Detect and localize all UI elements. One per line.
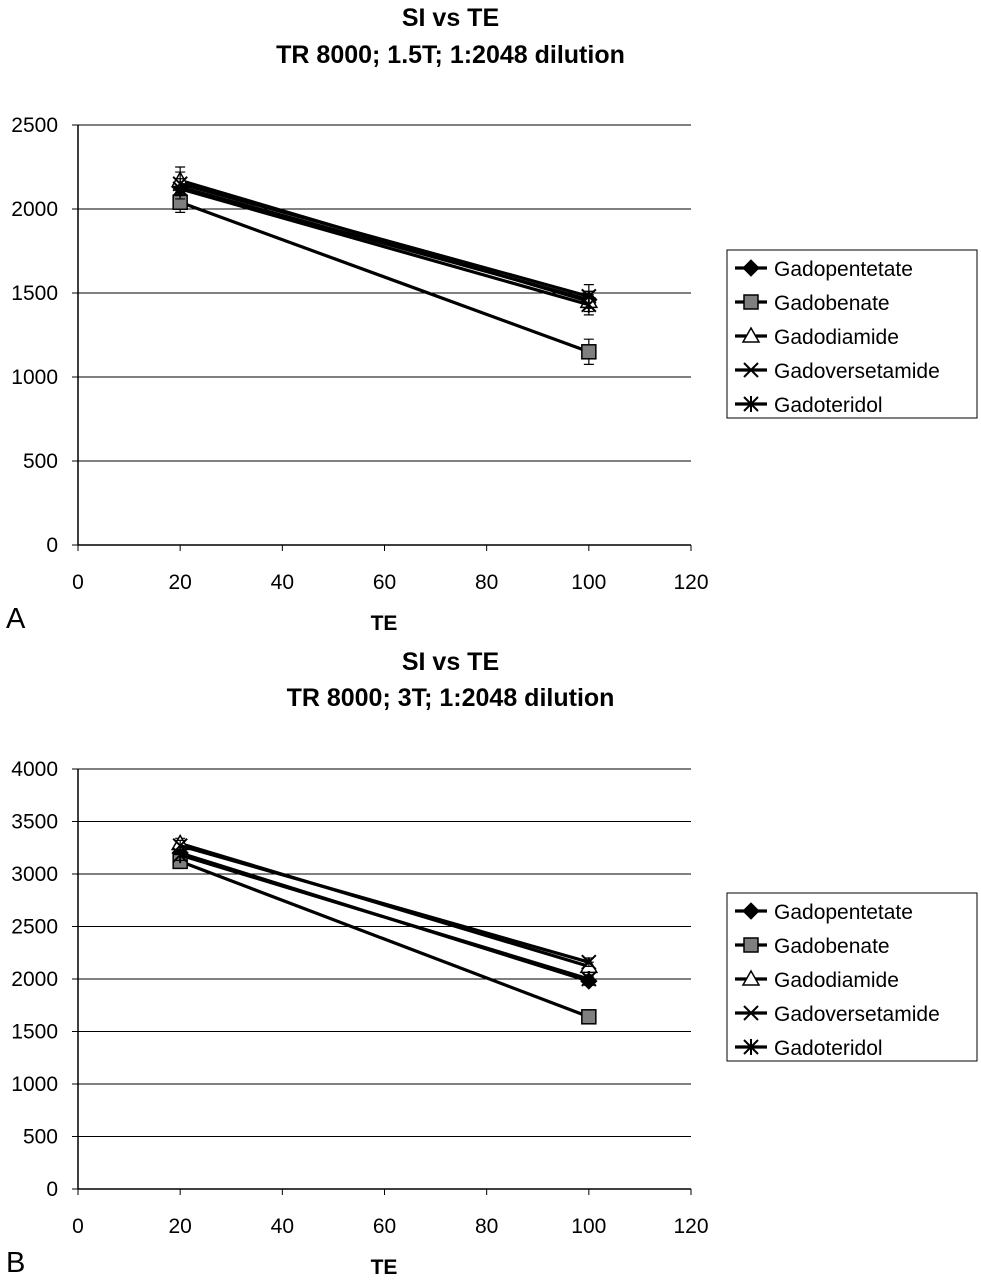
legend: Gadopentetate Gadobenate Gadodiamide Gadove… bbox=[726, 892, 978, 1062]
x-tick-label: 20 bbox=[168, 1215, 191, 1238]
y-tick-label: 500 bbox=[23, 1126, 58, 1149]
y-tick-label: 0 bbox=[46, 1178, 58, 1201]
legend-item: Gadoteridol bbox=[735, 1037, 883, 1060]
series-gadoteridol bbox=[172, 847, 597, 987]
legend-label: Gadobenate bbox=[774, 292, 890, 315]
panel-label: A bbox=[6, 603, 26, 635]
chart-title-line: SI vs TE bbox=[402, 648, 499, 676]
series-gadobenate bbox=[172, 191, 597, 365]
series-line bbox=[179, 182, 590, 298]
legend-item: Gadoteridol bbox=[735, 394, 883, 417]
legend-marker bbox=[743, 937, 759, 953]
series-line bbox=[179, 853, 590, 981]
legend-label: Gadopentetate bbox=[774, 258, 913, 281]
y-tick-label: 2500 bbox=[11, 114, 58, 137]
data-point bbox=[581, 296, 597, 313]
chart-title-line: TR 8000; 1.5T; 1:2048 dilution bbox=[276, 41, 625, 69]
data-point bbox=[172, 180, 188, 197]
series-line bbox=[179, 200, 590, 354]
data-point bbox=[581, 344, 597, 360]
legend-marker bbox=[743, 362, 759, 378]
x-tick-label: 0 bbox=[72, 1215, 84, 1238]
chart-panel-b: SI vs TE TR 8000; 3T; 1:2048 dilution 0 500… bbox=[6, 648, 978, 1279]
series-line bbox=[179, 844, 590, 964]
legend-item: Gadobenate bbox=[735, 292, 890, 315]
legend-label: Gadobenate bbox=[774, 935, 890, 958]
series-gadobenate bbox=[172, 853, 597, 1025]
x-tick-label: 60 bbox=[373, 571, 396, 594]
series-gadoteridol bbox=[172, 178, 597, 316]
legend-label: Gadopentetate bbox=[774, 901, 913, 924]
legend-marker bbox=[741, 326, 761, 343]
y-tick-label: 1500 bbox=[11, 282, 58, 305]
y-tick-label: 2000 bbox=[11, 198, 58, 221]
legend-marker bbox=[743, 294, 759, 310]
x-tick-label: 20 bbox=[168, 571, 191, 594]
legend-label: Gadoteridol bbox=[774, 1037, 883, 1060]
legend-label: Gadodiamide bbox=[774, 969, 899, 992]
legend-marker bbox=[743, 396, 759, 412]
y-tick-label: 1000 bbox=[11, 366, 58, 389]
legend-label: Gadoversetamide bbox=[774, 1003, 940, 1026]
legend-box bbox=[726, 892, 978, 1062]
x-axis-label: TE bbox=[371, 612, 398, 635]
y-tick-label: 1500 bbox=[11, 1021, 58, 1044]
legend-item: Gadodiamide bbox=[735, 326, 899, 349]
y-tick-label: 4000 bbox=[11, 758, 58, 781]
legend-marker bbox=[743, 1039, 759, 1055]
x-tick-label: 80 bbox=[475, 1215, 498, 1238]
x-tick-label: 40 bbox=[271, 571, 294, 594]
x-tick-label: 80 bbox=[475, 571, 498, 594]
series-line bbox=[179, 859, 590, 1019]
x-tick-label: 100 bbox=[571, 1215, 606, 1238]
legend-item: Gadoversetamide bbox=[735, 1003, 940, 1026]
chart-panel-a: SI vs TE TR 8000; 1.5T; 1:2048 dilution 0 5… bbox=[6, 4, 978, 635]
data-point bbox=[172, 847, 188, 864]
y-tick-label: 1000 bbox=[11, 1073, 58, 1096]
data-point bbox=[581, 971, 597, 987]
y-tick-label: 3000 bbox=[11, 863, 58, 886]
y-tick-label: 500 bbox=[23, 450, 58, 473]
data-point bbox=[581, 1009, 597, 1025]
y-tick-label: 0 bbox=[46, 534, 58, 557]
legend-box bbox=[726, 249, 978, 419]
x-tick-label: 100 bbox=[571, 571, 606, 594]
y-tick-label: 2500 bbox=[11, 916, 58, 939]
legend-marker bbox=[741, 969, 761, 986]
legend-item: Gadoversetamide bbox=[735, 360, 940, 383]
panel-label: B bbox=[6, 1247, 25, 1279]
chart-title-line: TR 8000; 3T; 1:2048 dilution bbox=[287, 684, 615, 712]
legend-label: Gadoversetamide bbox=[774, 360, 940, 383]
legend-label: Gadodiamide bbox=[774, 326, 899, 349]
series-line bbox=[179, 187, 590, 307]
legend-item: Gadopentetate bbox=[735, 258, 913, 281]
chart-title-line: SI vs TE bbox=[402, 4, 499, 32]
legend-marker bbox=[742, 902, 760, 920]
legend-marker bbox=[742, 259, 760, 277]
legend-label: Gadoteridol bbox=[774, 394, 883, 417]
x-tick-label: 40 bbox=[271, 1215, 294, 1238]
x-tick-label: 120 bbox=[673, 571, 708, 594]
legend: Gadopentetate Gadobenate Gadodiamide Gadove… bbox=[726, 249, 978, 419]
x-tick-label: 0 bbox=[72, 571, 84, 594]
y-tick-label: 3500 bbox=[11, 811, 58, 834]
legend-marker bbox=[743, 1005, 759, 1021]
x-axis-label: TE bbox=[371, 1256, 398, 1279]
x-tick-label: 120 bbox=[673, 1215, 708, 1238]
x-tick-label: 60 bbox=[373, 1215, 396, 1238]
legend-item: Gadobenate bbox=[735, 935, 890, 958]
data-point bbox=[581, 954, 597, 970]
legend-item: Gadodiamide bbox=[735, 969, 899, 992]
legend-item: Gadopentetate bbox=[735, 901, 913, 924]
y-tick-label: 2000 bbox=[11, 968, 58, 991]
